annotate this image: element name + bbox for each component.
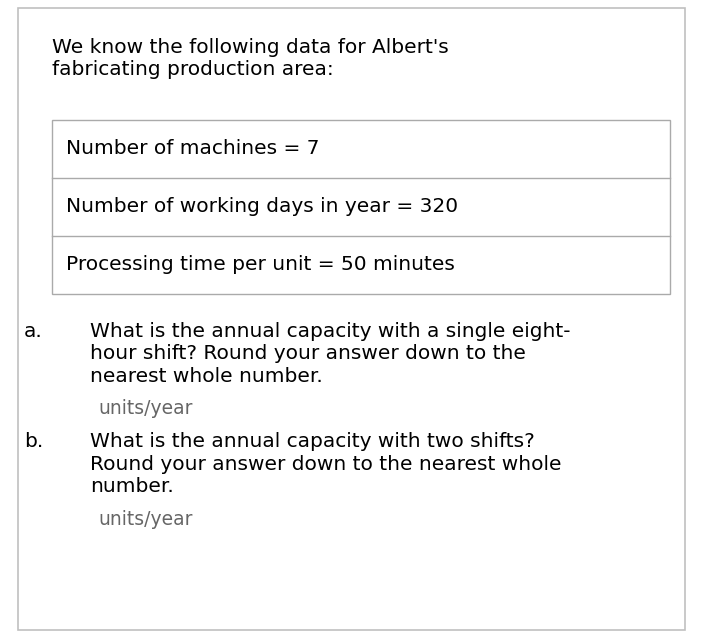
Text: units/year: units/year [98,399,192,419]
Text: number.: number. [90,477,173,496]
Text: fabricating production area:: fabricating production area: [52,60,333,79]
Text: units/year: units/year [98,510,192,529]
Text: Number of machines = 7: Number of machines = 7 [66,140,319,159]
Text: We know the following data for Albert's: We know the following data for Albert's [52,38,449,57]
Text: nearest whole number.: nearest whole number. [90,367,323,386]
Text: What is the annual capacity with a single eight-: What is the annual capacity with a singl… [90,322,570,341]
Text: Round your answer down to the nearest whole: Round your answer down to the nearest wh… [90,455,561,474]
Text: Processing time per unit = 50 minutes: Processing time per unit = 50 minutes [66,255,455,275]
Bar [52,120,670,294]
Text: What is the annual capacity with two shifts?: What is the annual capacity with two shi… [90,433,535,451]
Text: Number of working days in year = 320: Number of working days in year = 320 [66,198,458,216]
Text: a.: a. [24,322,43,341]
Text: b.: b. [24,433,43,451]
Text: hour shift? Round your answer down to the: hour shift? Round your answer down to th… [90,344,526,364]
